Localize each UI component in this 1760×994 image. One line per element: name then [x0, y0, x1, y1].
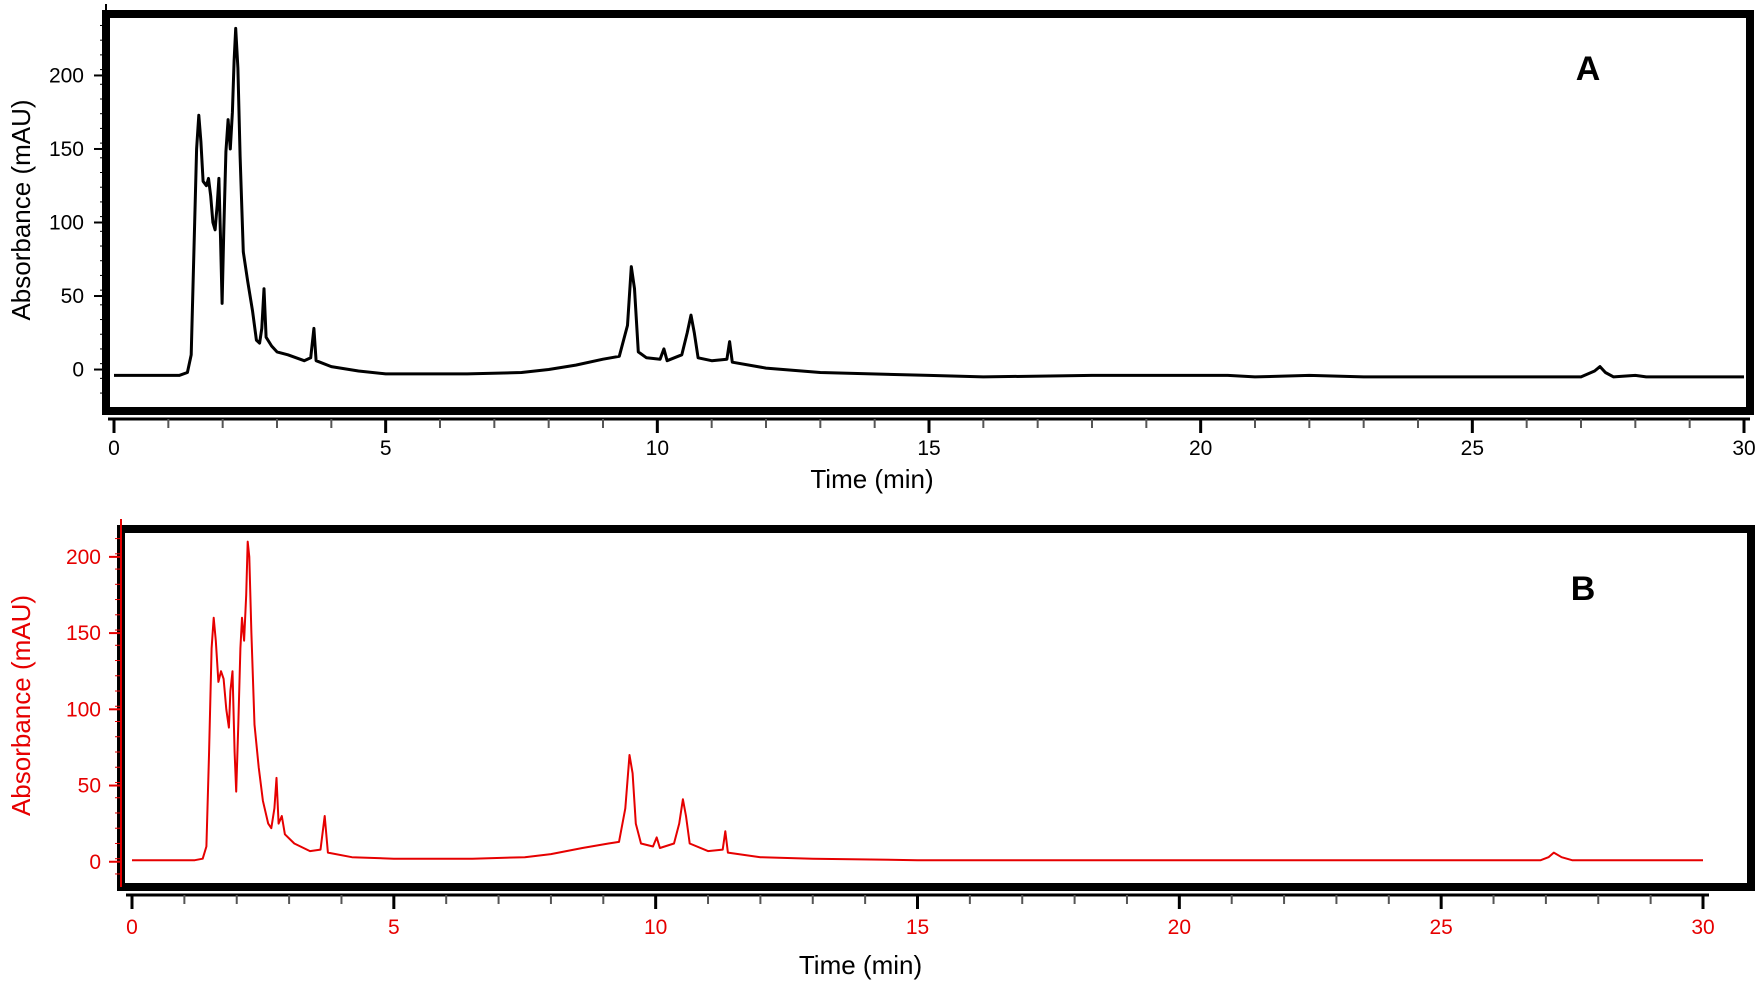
panel-a-frame	[102, 10, 1754, 415]
panel-a-y-tick-label: 100	[49, 211, 84, 234]
panel-a-y-tick-label: 0	[72, 359, 84, 382]
panel-a-y-axis-title: Absorbance (mAU)	[6, 99, 36, 320]
panel-a-x-tick-label: 15	[917, 437, 940, 460]
panel-b-y-tick-label: 100	[66, 698, 101, 721]
panel-b-y-tick-label: 150	[66, 622, 101, 645]
panel-b-x-tick-label: 0	[126, 916, 138, 939]
panel-a-x-tick-label: 25	[1461, 437, 1484, 460]
panel-a-label: A	[1576, 50, 1601, 88]
panel-a-x-tick-label: 0	[108, 437, 120, 460]
panel-b-y-axis-title: Absorbance (mAU)	[6, 595, 36, 816]
panel-a-x-axis-title: Time (min)	[810, 464, 933, 494]
panel-b: 0 50 100 150 200 Absorbance (mAU) 0 5 10 15 20 25 30…	[6, 519, 1755, 980]
panel-b-y-tick-label: 0	[89, 851, 101, 874]
panel-a-y-tick-label: 50	[61, 285, 84, 308]
panel-a-x-tick-label: 10	[646, 437, 669, 460]
panel-a-x-tick-label: 30	[1732, 437, 1755, 460]
panel-b-x-tick-label: 20	[1168, 916, 1191, 939]
panel-a-x-tick-label: 5	[380, 437, 392, 460]
panel-a-y-tick-label: 150	[49, 138, 84, 161]
panel-b-x-tick-label: 25	[1429, 916, 1452, 939]
panel-b-y-tick-label: 50	[78, 775, 101, 798]
panel-a-y-tick-label: 200	[49, 64, 84, 87]
panel-b-x-tick-label: 30	[1691, 916, 1714, 939]
panel-b-x-tick-label: 10	[644, 916, 667, 939]
panel-a-x-tick-label: 20	[1189, 437, 1212, 460]
panel-b-x-axis-title: Time (min)	[799, 950, 922, 980]
panel-b-trace-line	[132, 540, 1703, 862]
panel-a: 0 50 100 150 200 Absorbance (mAU) 0 5 10 15 20 25 30…	[6, 4, 1756, 494]
panel-b-x-tick-label: 5	[388, 916, 400, 939]
panel-b-frame	[117, 525, 1755, 891]
panel-a-trace-line	[114, 26, 1744, 379]
panel-b-x-tick-label: 15	[906, 916, 929, 939]
panel-b-y-tick-label: 200	[66, 546, 101, 569]
panel-b-label: B	[1571, 570, 1596, 608]
